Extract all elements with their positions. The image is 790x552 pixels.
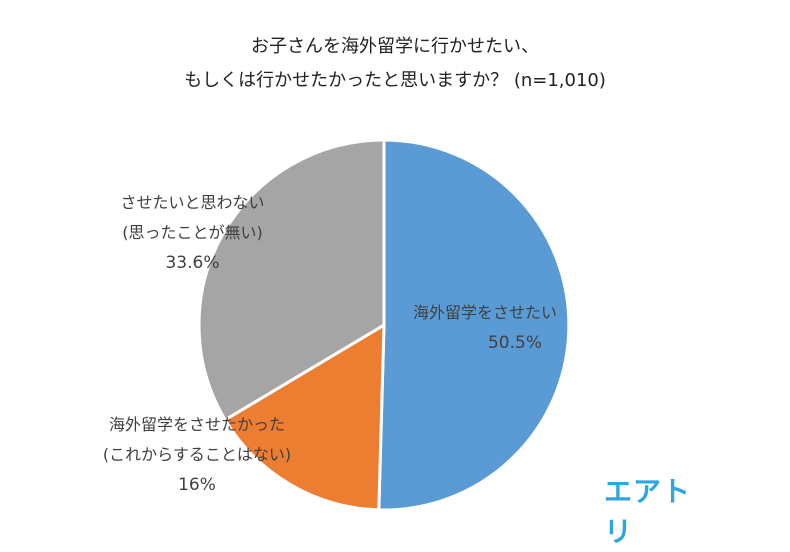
pie-slice-want bbox=[377, 138, 571, 512]
pie-slice-not-want bbox=[197, 138, 386, 422]
slice-label-not-want-line-1: させたいと思わない bbox=[120, 193, 265, 212]
pie-chart bbox=[197, 138, 571, 512]
slice-value-want: 50.5% bbox=[487, 333, 542, 353]
chart-title-line-1: お子さんを海外留学に行かせたい、 bbox=[251, 36, 539, 57]
pie-slice-wanted bbox=[223, 323, 386, 512]
chart-title-line-2: もしくは行かせたかったと思いますか？ (n=1,010) bbox=[184, 70, 606, 91]
slice-label-want: 海外留学をさせたい 50.5% bbox=[400, 298, 570, 358]
slice-label-wanted-line-2: (これからすることはない) bbox=[102, 445, 292, 464]
slice-value-wanted: 16% bbox=[178, 475, 216, 495]
slice-value-not-want: 33.6% bbox=[165, 253, 220, 273]
slice-label-wanted: 海外留学をさせたかった (これからすることはない) 16% bbox=[92, 410, 302, 500]
slice-label-not-want-line-2: (思ったことが無い) bbox=[122, 223, 263, 242]
slice-label-want-line-1: 海外留学をさせたい bbox=[412, 303, 557, 322]
slice-label-wanted-line-1: 海外留学をさせたかった bbox=[108, 415, 285, 434]
slice-label-not-want: させたいと思わない (思ったことが無い) 33.6% bbox=[100, 188, 285, 278]
chart-title: お子さんを海外留学に行かせたい、 もしくは行かせたかったと思いますか？ (n=1… bbox=[0, 30, 790, 98]
airtrip-logo: エアトリ bbox=[604, 475, 692, 548]
